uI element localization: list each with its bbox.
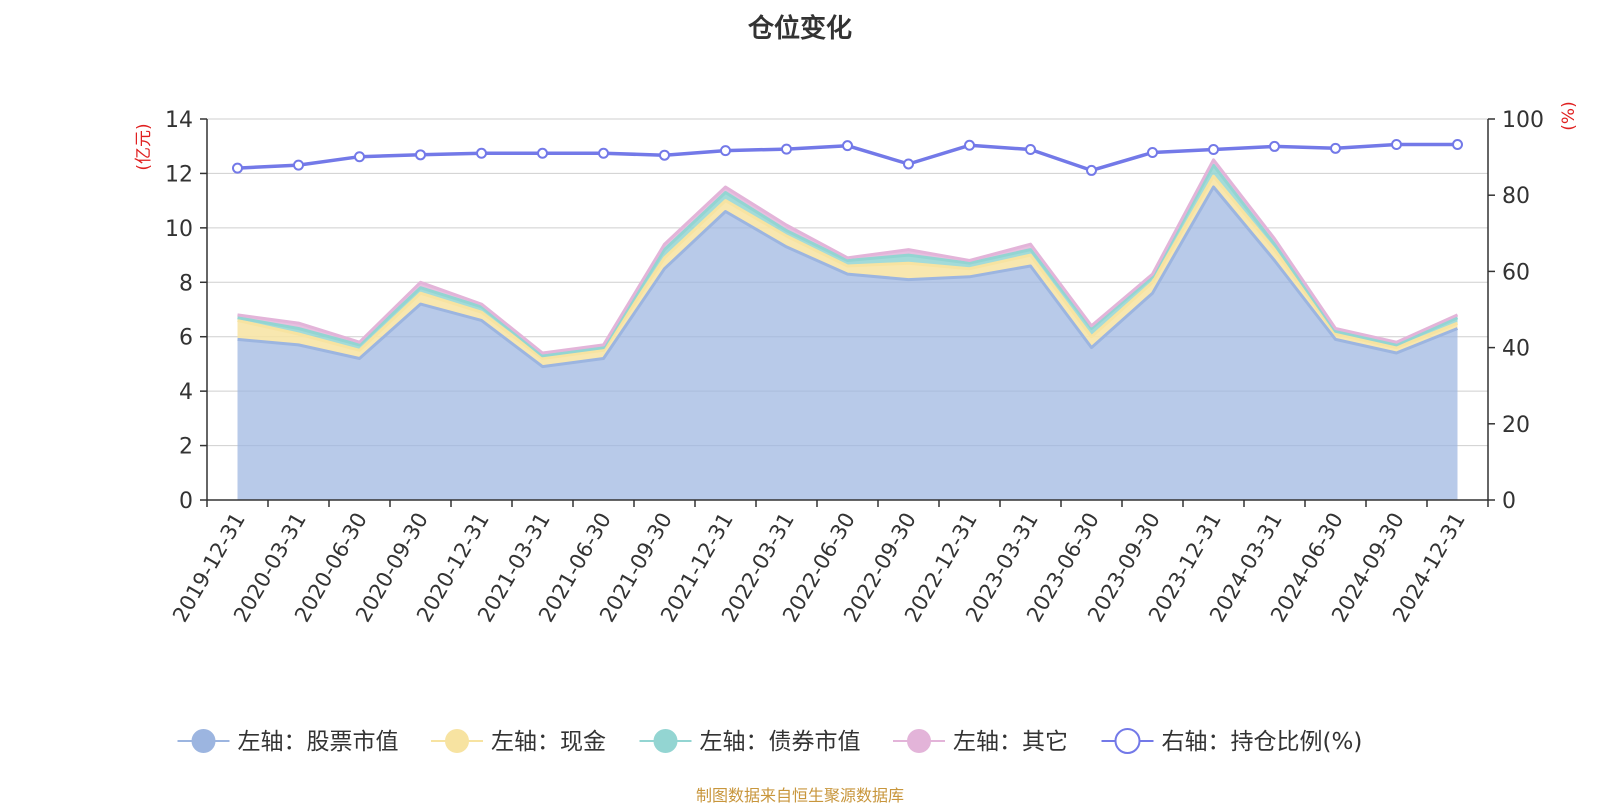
legend-item: 左轴：其它: [893, 729, 1068, 755]
ratio-point: [598, 147, 609, 159]
area-top-line-2: [237, 174, 1459, 360]
legend-marker: [653, 729, 678, 753]
legend-label: 左轴：其它: [953, 729, 1068, 755]
left-tick-label: 4: [179, 380, 193, 405]
axes: [200, 118, 1495, 507]
series-lines: [237, 158, 1459, 369]
area-2: [237, 176, 1458, 367]
stacked-areas: [237, 159, 1458, 500]
left-tick-label: 6: [179, 326, 193, 351]
legend-item: 左轴：现金: [431, 729, 606, 755]
ratio-point: [781, 143, 792, 155]
ratio-point: [1025, 143, 1036, 155]
ratio-point: [1391, 139, 1402, 151]
left-tick-label: 0: [179, 489, 193, 514]
ratio-point: [842, 140, 853, 152]
area-1: [237, 187, 1458, 500]
ratio-point: [1208, 143, 1219, 155]
chart-title: 仓位变化: [747, 14, 852, 44]
ratio-point: [659, 149, 670, 161]
legend-label: 左轴：现金: [491, 729, 606, 755]
ratio-point: [903, 158, 914, 170]
ratio-point: [964, 139, 975, 151]
ratio-point: [720, 145, 731, 157]
ratio-point: [476, 147, 487, 159]
left-tick-label: 8: [179, 271, 193, 296]
right-tick-label: 0: [1502, 489, 1516, 514]
legend-item: 右轴：持仓比例(%): [1101, 728, 1363, 755]
ratio-point: [1269, 140, 1280, 152]
ratio-point: [1086, 164, 1097, 176]
ratio-point: [415, 149, 426, 161]
left-tick-label: 12: [165, 162, 193, 187]
source-note: 制图数据来自恒生聚源数据库: [695, 786, 904, 805]
ratio-point: [354, 151, 365, 163]
right-axis-unit-label: (%): [1559, 101, 1579, 130]
right-tick-label: 100: [1502, 108, 1544, 133]
legend-label: 左轴：债券市值: [700, 729, 861, 755]
legend-marker: [191, 729, 216, 753]
right-tick-label: 60: [1502, 260, 1530, 285]
area-top-line-4: [237, 158, 1459, 355]
left-tick-label: 10: [165, 217, 193, 242]
legend-item: 左轴：债券市值: [639, 729, 861, 755]
ratio-point: [537, 147, 548, 159]
ratio-point: [232, 162, 243, 174]
legend-label: 右轴：持仓比例(%): [1162, 729, 1363, 755]
right-tick-label: 80: [1502, 184, 1530, 209]
ratio-point: [1147, 147, 1158, 159]
ratio-point: [1452, 139, 1463, 151]
ratio-point: [1330, 142, 1341, 154]
legend-marker-hollow: [1114, 728, 1141, 754]
left-tick-label: 14: [165, 108, 193, 133]
legend-item: 左轴：股票市值: [177, 729, 399, 755]
left-tick-label: 2: [179, 435, 193, 460]
legend: 左轴：股票市值 左轴：现金 左轴：债券市值 左轴：其它 右轴：持仓比例(%): [177, 728, 1363, 755]
area-top-line-1: [237, 185, 1459, 369]
area-top-line-3: [237, 163, 1459, 358]
right-tick-label: 40: [1502, 337, 1530, 362]
legend-label: 左轴：股票市值: [238, 729, 399, 755]
right-tick-label: 20: [1502, 413, 1530, 438]
holding-ratio-line: [232, 139, 1463, 176]
legend-marker: [907, 729, 931, 753]
ratio-point: [293, 159, 304, 171]
legend-marker: [445, 729, 469, 753]
left-axis-unit-label: (亿元): [134, 123, 154, 170]
